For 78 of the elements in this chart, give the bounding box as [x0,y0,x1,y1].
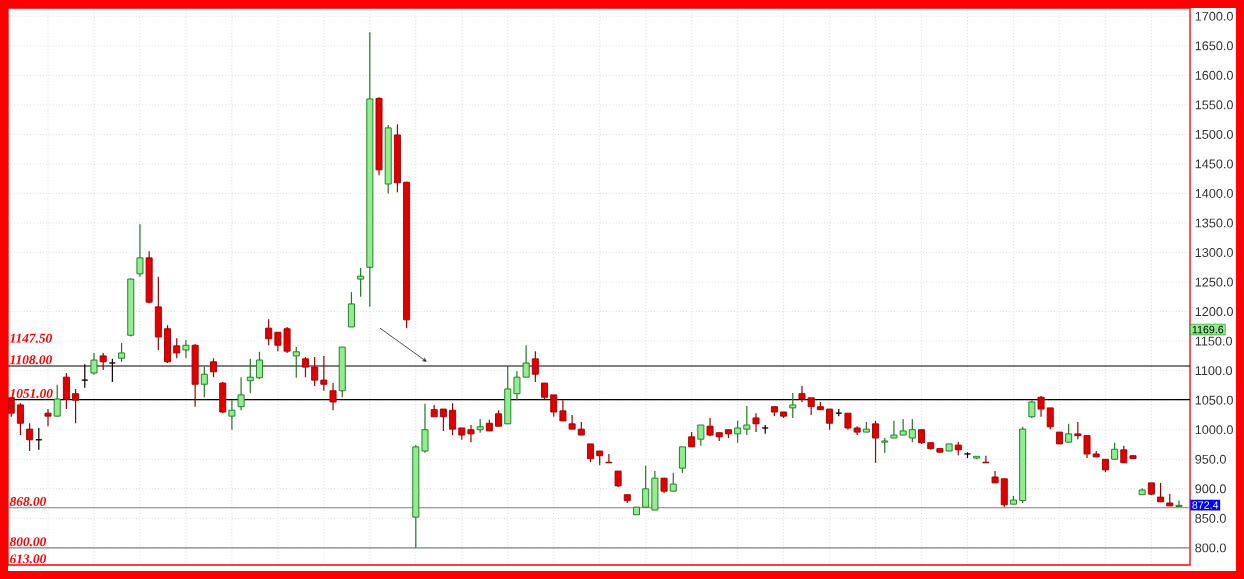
candlestick [329,382,337,411]
y-tick-label: 1400.0 [1195,188,1233,198]
candlestick [439,408,447,432]
candlestick [90,352,98,376]
y-tick-label: 1500.0 [1195,129,1233,139]
candlestick [1037,395,1045,418]
candlestick [311,356,319,387]
y-tick-label: 1650.0 [1195,41,1233,51]
annotation: 1147.50 [9,333,52,343]
candlestick [752,412,760,433]
y-tick-label: 1200.0 [1195,307,1233,317]
y-tick-label: 1250.0 [1195,277,1233,287]
candlestick [265,318,273,346]
y-tick-label: 1350.0 [1195,218,1233,228]
candlestick [72,388,80,424]
candlestick [246,358,254,394]
candlestick [559,399,567,422]
annotation: 872.4 [1192,501,1219,509]
candlestick [357,267,365,298]
y-tick-label: 900.0 [1195,484,1226,494]
candlestick [173,337,181,359]
annotation: 1169.6 [1192,325,1224,334]
candlestick [642,465,650,508]
candlestick [587,443,595,463]
y-tick-label: 1300.0 [1195,248,1233,258]
y-tick-label: 1450.0 [1195,159,1233,169]
candlestick [734,420,742,444]
candlestick [292,346,300,379]
candlestick [1157,482,1165,503]
candlestick [826,408,834,431]
candlestick [531,350,539,383]
candlestick [200,366,208,398]
y-tick-label: 1000.0 [1195,425,1233,435]
candlestick [301,356,309,378]
y-tick-label: 950.0 [1195,454,1226,464]
candlestick [743,405,751,436]
candlestick [697,424,705,447]
candlestick [347,291,355,328]
candlestick [255,351,263,380]
ref-line-label: 800.00 [9,537,47,547]
y-tick-label: 1150.0 [1195,336,1233,346]
candlestick [7,397,15,418]
candlestick [550,394,558,418]
candlestick [136,223,144,278]
candlestick [237,376,245,411]
candlestick [908,418,916,443]
candlestick [53,384,61,418]
y-tick-label: 850.0 [1195,513,1226,523]
candlestick [1065,423,1073,443]
candlestick [872,420,880,464]
y-tick-label: 1550.0 [1195,100,1233,110]
candlestick [118,342,126,363]
candlestick [678,446,686,474]
candlestick [44,408,52,427]
candlestick [320,355,328,392]
ref-line-label: 1051.00 [9,388,53,399]
candlestick [449,402,457,436]
candlestick [16,402,24,436]
candlestick [467,424,475,443]
y-tick-label: 1600.0 [1195,70,1233,80]
candlestick [1175,500,1183,508]
ref-line-label: 868.00 [9,497,47,507]
annotation: 613.00 [10,554,47,564]
candlestick [789,392,797,419]
candlestick [228,399,236,431]
candlestick [182,339,190,359]
candlestick [1046,407,1054,430]
y-tick-label: 1100.0 [1195,366,1233,376]
candlestick [421,403,429,454]
candlestick [62,372,70,410]
ref-line-label: 1108.00 [9,355,52,365]
y-tick-label: 1700.0 [1195,11,1233,21]
y-tick-label: 1050.0 [1195,395,1233,405]
candlestick [669,472,677,492]
candlestick [26,422,34,452]
candlestick [210,357,218,378]
y-tick-label: 800.0 [1195,543,1226,553]
candlestick [568,414,576,430]
